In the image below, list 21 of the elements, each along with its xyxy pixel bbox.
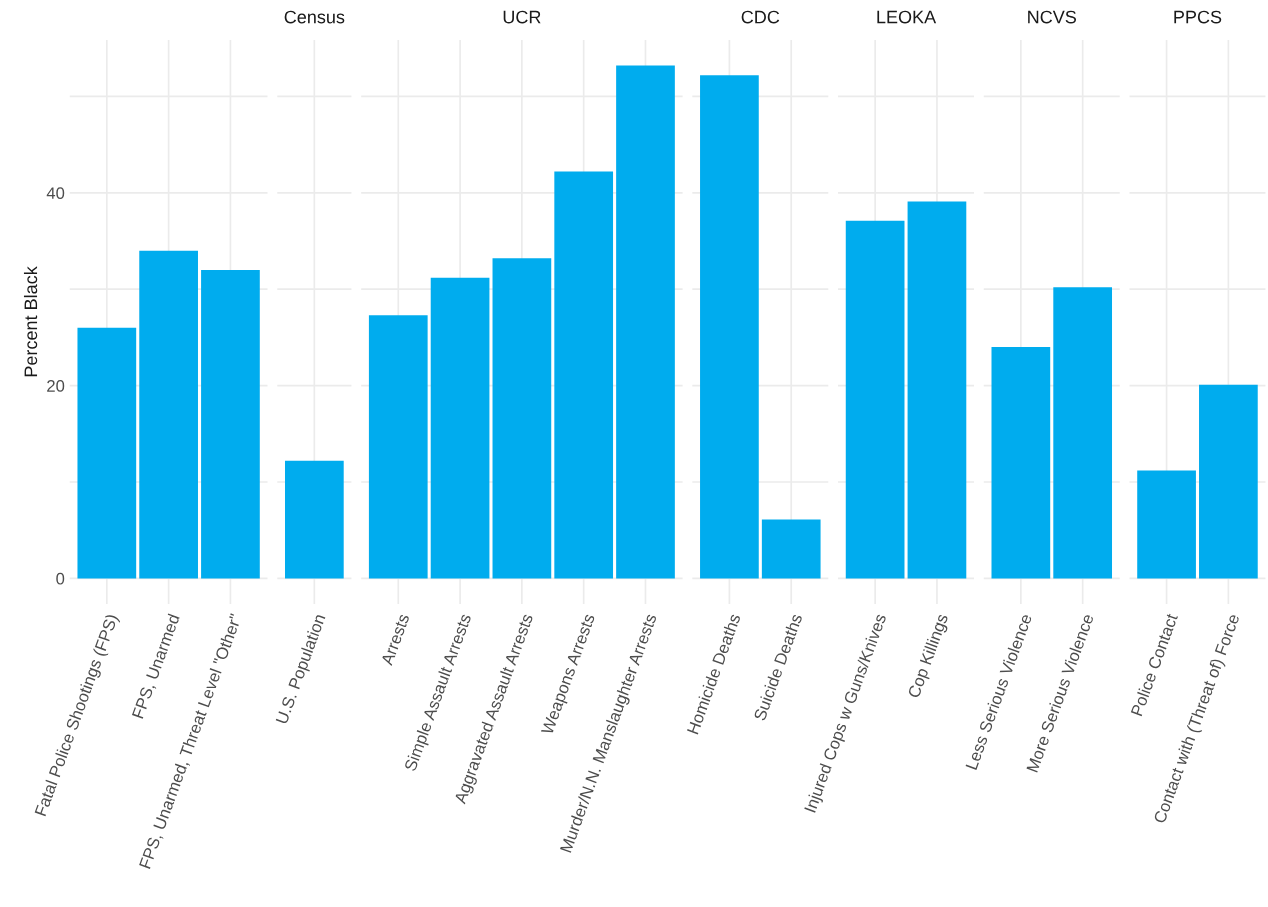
x-tick-label: Arrests bbox=[380, 613, 410, 667]
y-tick-label: 40 bbox=[46, 187, 65, 200]
x-tick-label: Suicide Deaths bbox=[753, 612, 803, 722]
x-tick-label: Cop Killings bbox=[907, 612, 952, 700]
bar bbox=[201, 269, 260, 579]
chart-title: NCVS bbox=[1028, 10, 1077, 24]
y-tick-label: 0 bbox=[56, 572, 65, 585]
y-axis-title: Percent Black bbox=[23, 266, 38, 377]
chart-title: UCR bbox=[503, 10, 541, 24]
bar bbox=[554, 171, 614, 579]
bar bbox=[616, 65, 675, 579]
chart-title: LEOKA bbox=[877, 10, 937, 24]
bar bbox=[139, 250, 198, 579]
bar bbox=[430, 277, 490, 579]
bar bbox=[368, 315, 428, 579]
bar bbox=[77, 327, 137, 579]
y-tick-label: 20 bbox=[47, 380, 65, 392]
chart-title: PPCS bbox=[1174, 10, 1222, 24]
chart-title: CDC bbox=[741, 10, 780, 24]
bar bbox=[492, 258, 552, 579]
chart-title: Census bbox=[284, 10, 345, 24]
